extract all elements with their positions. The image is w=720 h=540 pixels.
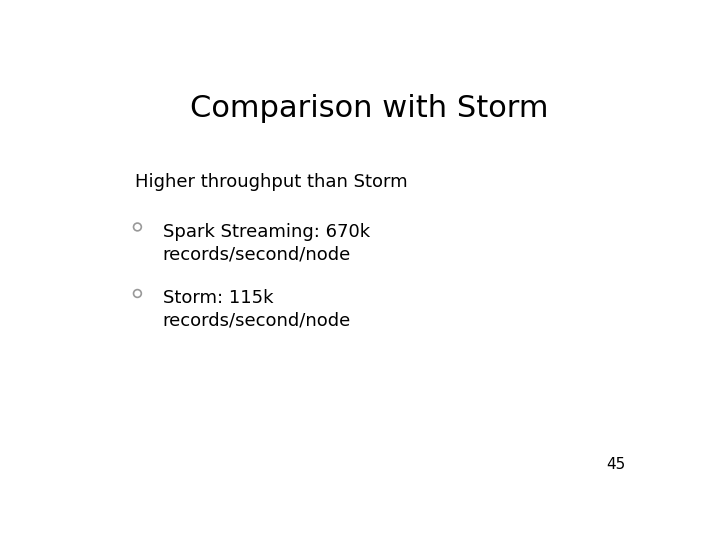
Text: Higher throughput than Storm: Higher throughput than Storm bbox=[135, 173, 408, 191]
Text: 45: 45 bbox=[606, 457, 626, 472]
Text: Storm: 115k
records/second/node: Storm: 115k records/second/node bbox=[163, 289, 351, 329]
Text: Spark Streaming: 670k
records/second/node: Spark Streaming: 670k records/second/nod… bbox=[163, 223, 369, 263]
Text: Comparison with Storm: Comparison with Storm bbox=[190, 94, 548, 123]
